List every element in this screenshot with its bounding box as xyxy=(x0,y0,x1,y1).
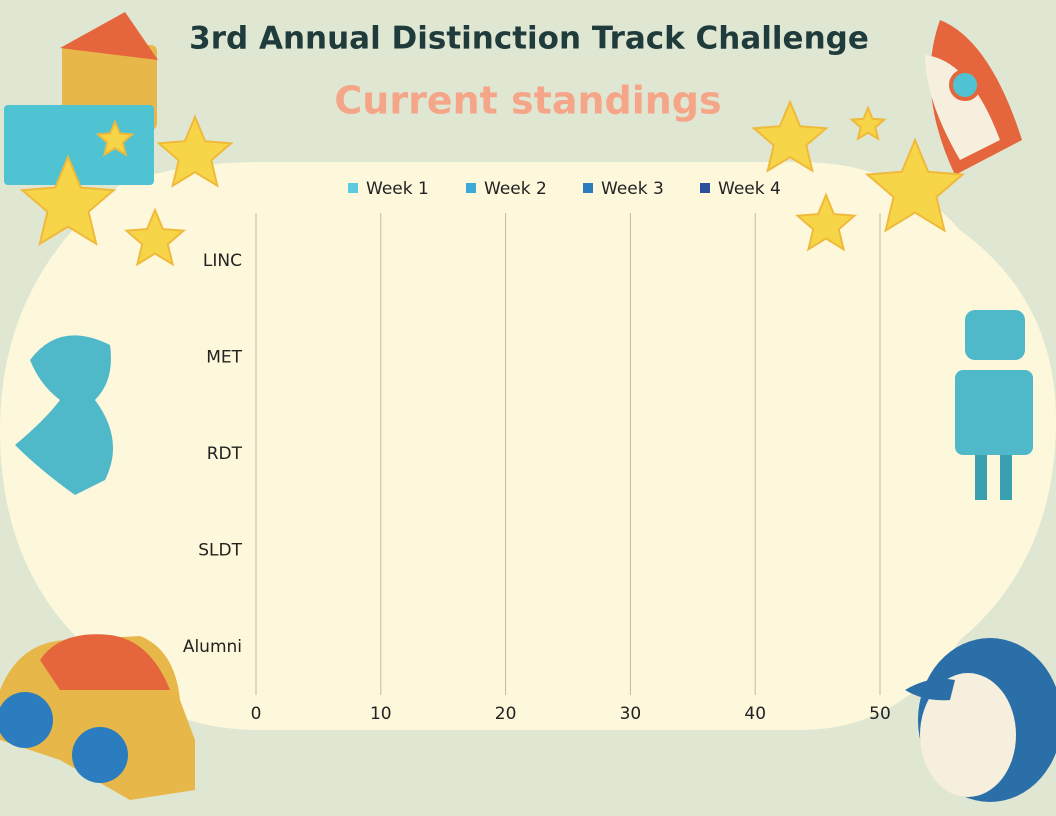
legend-label: Week 1 xyxy=(366,179,429,199)
star xyxy=(751,99,829,173)
x-tick-label: 10 xyxy=(370,704,392,724)
x-tick-label: 0 xyxy=(251,704,262,724)
block-roof xyxy=(60,12,158,60)
legend-swatch xyxy=(348,183,358,193)
legend-label: Week 4 xyxy=(718,179,781,199)
robot-leg xyxy=(975,455,987,500)
star xyxy=(95,119,135,157)
car-roof xyxy=(40,634,170,690)
robot-body xyxy=(955,370,1033,455)
y-tick-label: RDT xyxy=(207,444,243,464)
star xyxy=(849,105,887,141)
legend-swatch xyxy=(466,183,476,193)
penguin-belly xyxy=(920,673,1016,797)
robot-leg xyxy=(1000,455,1012,500)
legend-label: Week 3 xyxy=(601,179,664,199)
chart-background xyxy=(0,162,1056,730)
chart-title: 3rd Annual Distinction Track Challenge xyxy=(189,21,869,57)
x-tick-label: 50 xyxy=(869,704,891,724)
star xyxy=(795,192,857,252)
robot-head xyxy=(965,310,1025,360)
block xyxy=(4,105,154,185)
legend-label: Week 2 xyxy=(484,179,547,199)
star xyxy=(124,207,186,267)
rocket-window xyxy=(949,69,981,101)
y-tick-label: Alumni xyxy=(183,637,242,657)
star xyxy=(864,137,966,233)
chart-subtitle: Current standings xyxy=(334,79,721,123)
dinosaur xyxy=(15,335,113,495)
penguin-wing xyxy=(905,678,955,701)
legend-swatch xyxy=(700,183,710,193)
star xyxy=(156,114,234,188)
star xyxy=(19,154,117,246)
y-tick-label: SLDT xyxy=(198,540,242,560)
x-tick-label: 30 xyxy=(620,704,642,724)
x-tick-label: 40 xyxy=(744,704,766,724)
y-tick-label: MET xyxy=(206,348,242,368)
rocket-body xyxy=(925,55,1000,160)
x-tick-label: 20 xyxy=(495,704,517,724)
car-wheel xyxy=(72,727,128,783)
car-wheel xyxy=(0,692,53,748)
y-tick-label: LINC xyxy=(203,251,242,271)
legend-swatch xyxy=(583,183,593,193)
